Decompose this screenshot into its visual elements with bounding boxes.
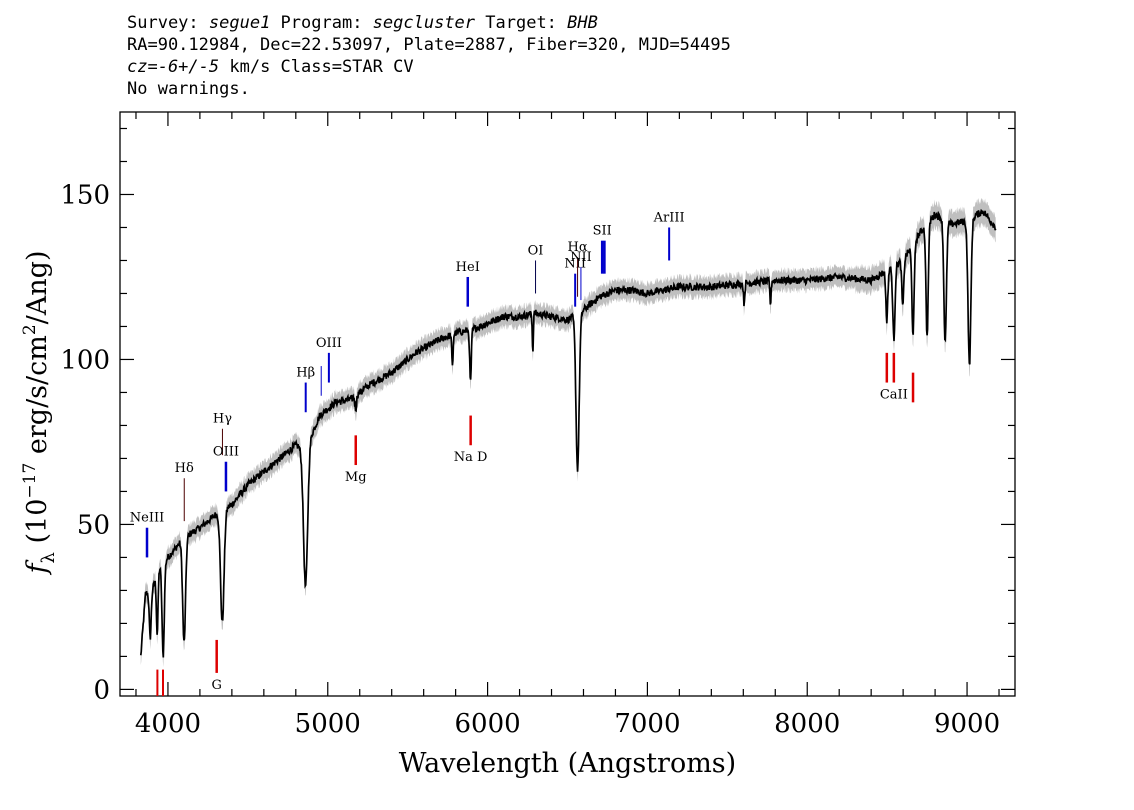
redshift-value: cz=-6+/-5 (127, 57, 220, 77)
y-axis-label-part: erg/s/cm (22, 335, 53, 463)
header-line-warnings: No warnings. (127, 79, 250, 99)
emission-line-label: OIII (316, 336, 342, 351)
y-axis-label-part: 2 (20, 324, 40, 335)
emission-line-label: SII (593, 224, 612, 239)
flux-error-band (140, 197, 996, 668)
y-axis-label-part: /Ang) (22, 251, 53, 325)
emission-line-label: Hδ (175, 461, 194, 476)
axis-ticks-layer: 4000 5000 6000 7000 8000 9000 0 50 100 150 (60, 112, 1015, 739)
emission-line-label: Hβ (296, 366, 315, 381)
error-band-layer (140, 197, 996, 668)
plot-frame (119, 111, 1016, 697)
x-tick-label: 6000 (455, 709, 521, 739)
y-tick-label: 0 (93, 675, 110, 705)
survey-name: segue1 (208, 13, 271, 33)
absorption-line-label: Na D (454, 450, 488, 465)
x-tick-label: 4000 (135, 709, 201, 739)
emission-line-label: Hα (568, 240, 588, 255)
y-axis-label-part: −17 (20, 463, 40, 499)
emission-line-label: OI (528, 243, 544, 258)
emission-line-label: NeIII (130, 511, 164, 526)
absorption-line-label: G (211, 678, 221, 693)
plot-border (119, 111, 1016, 697)
absorption-line-label: CaII (880, 388, 908, 403)
emission-line-label: ArIII (653, 210, 685, 225)
plot-header: Survey: segue1 Program: segcluster Targe… (127, 12, 731, 100)
y-axis-label-part: λ (38, 552, 59, 563)
line-markers-layer: NeIIIHδHγOIIIHβOIIIHeIOINIIHαNIISIIArIII… (130, 210, 915, 696)
absorption-line-label: Mg (345, 470, 367, 485)
emission-line-label: HeI (456, 260, 480, 275)
y-tick-label: 50 (77, 510, 110, 540)
flux-series-line (139, 208, 997, 658)
y-tick-label: 100 (60, 345, 110, 375)
emission-line-label: NII (570, 250, 592, 265)
flux-series-layer (139, 208, 997, 658)
target-name: BHB (567, 13, 598, 33)
x-tick-label: 7000 (614, 709, 680, 739)
x-tick-label: 9000 (934, 709, 1000, 739)
y-axis-label: fλ (10−17 erg/s/cm2/Ang) (20, 251, 59, 576)
y-axis-label-part: (10 (22, 499, 53, 552)
x-tick-label: 8000 (774, 709, 840, 739)
emission-line-label: OIII (213, 445, 239, 460)
program-name: segcluster (372, 13, 476, 33)
header-line-coordinates: RA=90.12984, Dec=22.53097, Plate=2887, F… (127, 35, 731, 55)
header-line-redshift: cz=-6+/-5 km/s Class=STAR CV (127, 57, 414, 77)
header-line-survey: Survey: segue1 Program: segcluster Targe… (127, 13, 598, 33)
x-tick-label: 5000 (295, 709, 361, 739)
y-tick-label: 150 (60, 180, 110, 210)
emission-line-label: Hγ (213, 412, 232, 427)
x-axis-label: Wavelength (Angstroms) (399, 748, 736, 779)
